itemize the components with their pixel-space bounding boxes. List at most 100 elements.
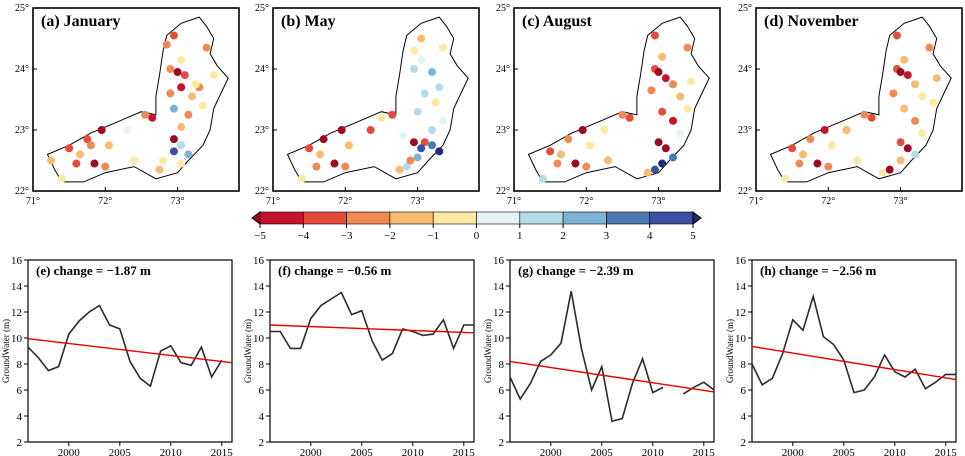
y-tick-label: 8 bbox=[17, 359, 23, 371]
lat-tick-label: 22° bbox=[15, 186, 29, 197]
x-tick-label: 2000 bbox=[58, 447, 81, 456]
station-dot bbox=[406, 156, 415, 165]
colorbar-segment bbox=[346, 211, 391, 225]
station-dot bbox=[438, 43, 447, 52]
colorbar-segment bbox=[302, 211, 347, 225]
station-dot bbox=[402, 162, 411, 171]
station-dot bbox=[409, 65, 418, 73]
x-tick-label: 2015 bbox=[453, 447, 476, 456]
station-dot bbox=[795, 159, 804, 168]
y-tick-label: 12 bbox=[253, 307, 264, 319]
station-dot bbox=[173, 68, 182, 77]
lon-tick-label: 71° bbox=[507, 196, 521, 207]
line-chart: 2 4 6 8 10 12 14 16 2000 2005 2010 2015 GroundWater … bbox=[243, 255, 475, 456]
lon-tick-label: 72° bbox=[821, 196, 835, 207]
station-dot bbox=[687, 77, 696, 86]
y-tick-label: 14 bbox=[253, 281, 265, 293]
station-dot bbox=[661, 144, 670, 153]
colorbar-tick-label: 2 bbox=[560, 230, 566, 242]
colorbar-segment bbox=[432, 211, 477, 225]
station-dot bbox=[647, 86, 656, 95]
y-tick-label: 16 bbox=[735, 255, 747, 267]
station-dot bbox=[903, 144, 912, 153]
lon-tick-label: 72° bbox=[338, 196, 352, 207]
colorbar-tick-label: −3 bbox=[341, 230, 353, 242]
y-tick-label: 14 bbox=[11, 281, 23, 293]
groundwater-line bbox=[270, 291, 474, 362]
chart-frame bbox=[509, 259, 715, 443]
lat-tick-label: 25° bbox=[496, 3, 510, 14]
station-dot bbox=[72, 159, 81, 168]
station-dot bbox=[603, 156, 612, 165]
lat-tick-label: 23° bbox=[738, 125, 752, 136]
lon-tick-label: 72° bbox=[98, 196, 112, 207]
trend-line bbox=[269, 324, 475, 334]
station-dot bbox=[892, 31, 901, 40]
x-tick-label: 2000 bbox=[540, 447, 563, 456]
colorbar-right-arrow bbox=[692, 211, 702, 225]
station-dot bbox=[431, 98, 440, 107]
y-tick-label: 4 bbox=[499, 411, 505, 423]
station-dot bbox=[658, 107, 667, 116]
station-dot bbox=[896, 156, 905, 165]
x-tick-label: 2005 bbox=[351, 447, 374, 456]
station-dot bbox=[842, 126, 851, 134]
map-panel: 71° 72° 73° 22° 23° 24° 25° (c) August bbox=[496, 3, 721, 207]
lon-tick-label: 73° bbox=[411, 196, 425, 207]
station-dot bbox=[420, 138, 429, 147]
station-dot bbox=[683, 104, 692, 113]
station-dot bbox=[191, 80, 200, 89]
station-dot bbox=[344, 141, 353, 150]
x-tick-label: 2010 bbox=[402, 447, 425, 456]
station-dot bbox=[853, 156, 862, 165]
trend-line bbox=[509, 360, 715, 393]
y-tick-label: 16 bbox=[493, 255, 505, 267]
colorbar-tick-label: 0 bbox=[474, 230, 480, 242]
station-dot bbox=[177, 55, 186, 64]
station-dot bbox=[867, 113, 876, 122]
lat-tick-label: 22° bbox=[496, 186, 510, 197]
station-dot bbox=[184, 150, 193, 159]
station-dot bbox=[148, 113, 157, 122]
lat-tick-label: 24° bbox=[496, 64, 510, 75]
station-dot bbox=[169, 31, 178, 40]
colorbar-segment bbox=[606, 211, 651, 225]
map-title: (d) November bbox=[764, 13, 859, 30]
trend-line bbox=[751, 345, 957, 381]
colorbar-segment bbox=[259, 211, 304, 225]
station-dot bbox=[395, 165, 404, 174]
y-tick-label: 6 bbox=[259, 385, 265, 397]
lon-tick-label: 71° bbox=[26, 196, 40, 207]
station-dot bbox=[925, 43, 934, 52]
map-panel: 71° 72° 73° 22° 23° 24° 25° (b) May bbox=[255, 3, 480, 207]
y-tick-label: 2 bbox=[259, 437, 265, 449]
station-dot bbox=[413, 107, 422, 116]
station-dot bbox=[585, 141, 594, 150]
station-dot bbox=[75, 150, 84, 159]
x-tick-label: 2005 bbox=[833, 447, 856, 456]
station-dot bbox=[918, 129, 927, 138]
station-dot bbox=[658, 52, 667, 61]
station-dot bbox=[600, 126, 609, 134]
station-dot bbox=[428, 126, 437, 134]
station-dot bbox=[297, 174, 306, 183]
y-tick-label: 10 bbox=[253, 333, 265, 345]
lon-tick-label: 73° bbox=[894, 196, 908, 207]
lon-tick-label: 71° bbox=[266, 196, 280, 207]
station-dot bbox=[546, 147, 555, 156]
groundwater-line bbox=[509, 291, 664, 423]
station-dot bbox=[878, 168, 887, 177]
station-dot bbox=[676, 92, 685, 101]
station-dot bbox=[643, 168, 652, 177]
station-dot bbox=[658, 159, 667, 168]
station-dot bbox=[341, 162, 350, 171]
map-panel: 71° 72° 73° 22° 23° 24° 25° (a) January bbox=[15, 3, 240, 207]
colorbar-tick-label: −2 bbox=[384, 230, 396, 242]
station-dot bbox=[911, 150, 920, 159]
station-dot bbox=[553, 159, 562, 168]
chart-title: (f) change = −0.56 m bbox=[278, 263, 392, 278]
station-dot bbox=[900, 104, 909, 113]
station-dot bbox=[377, 113, 386, 122]
station-dot bbox=[177, 141, 186, 150]
